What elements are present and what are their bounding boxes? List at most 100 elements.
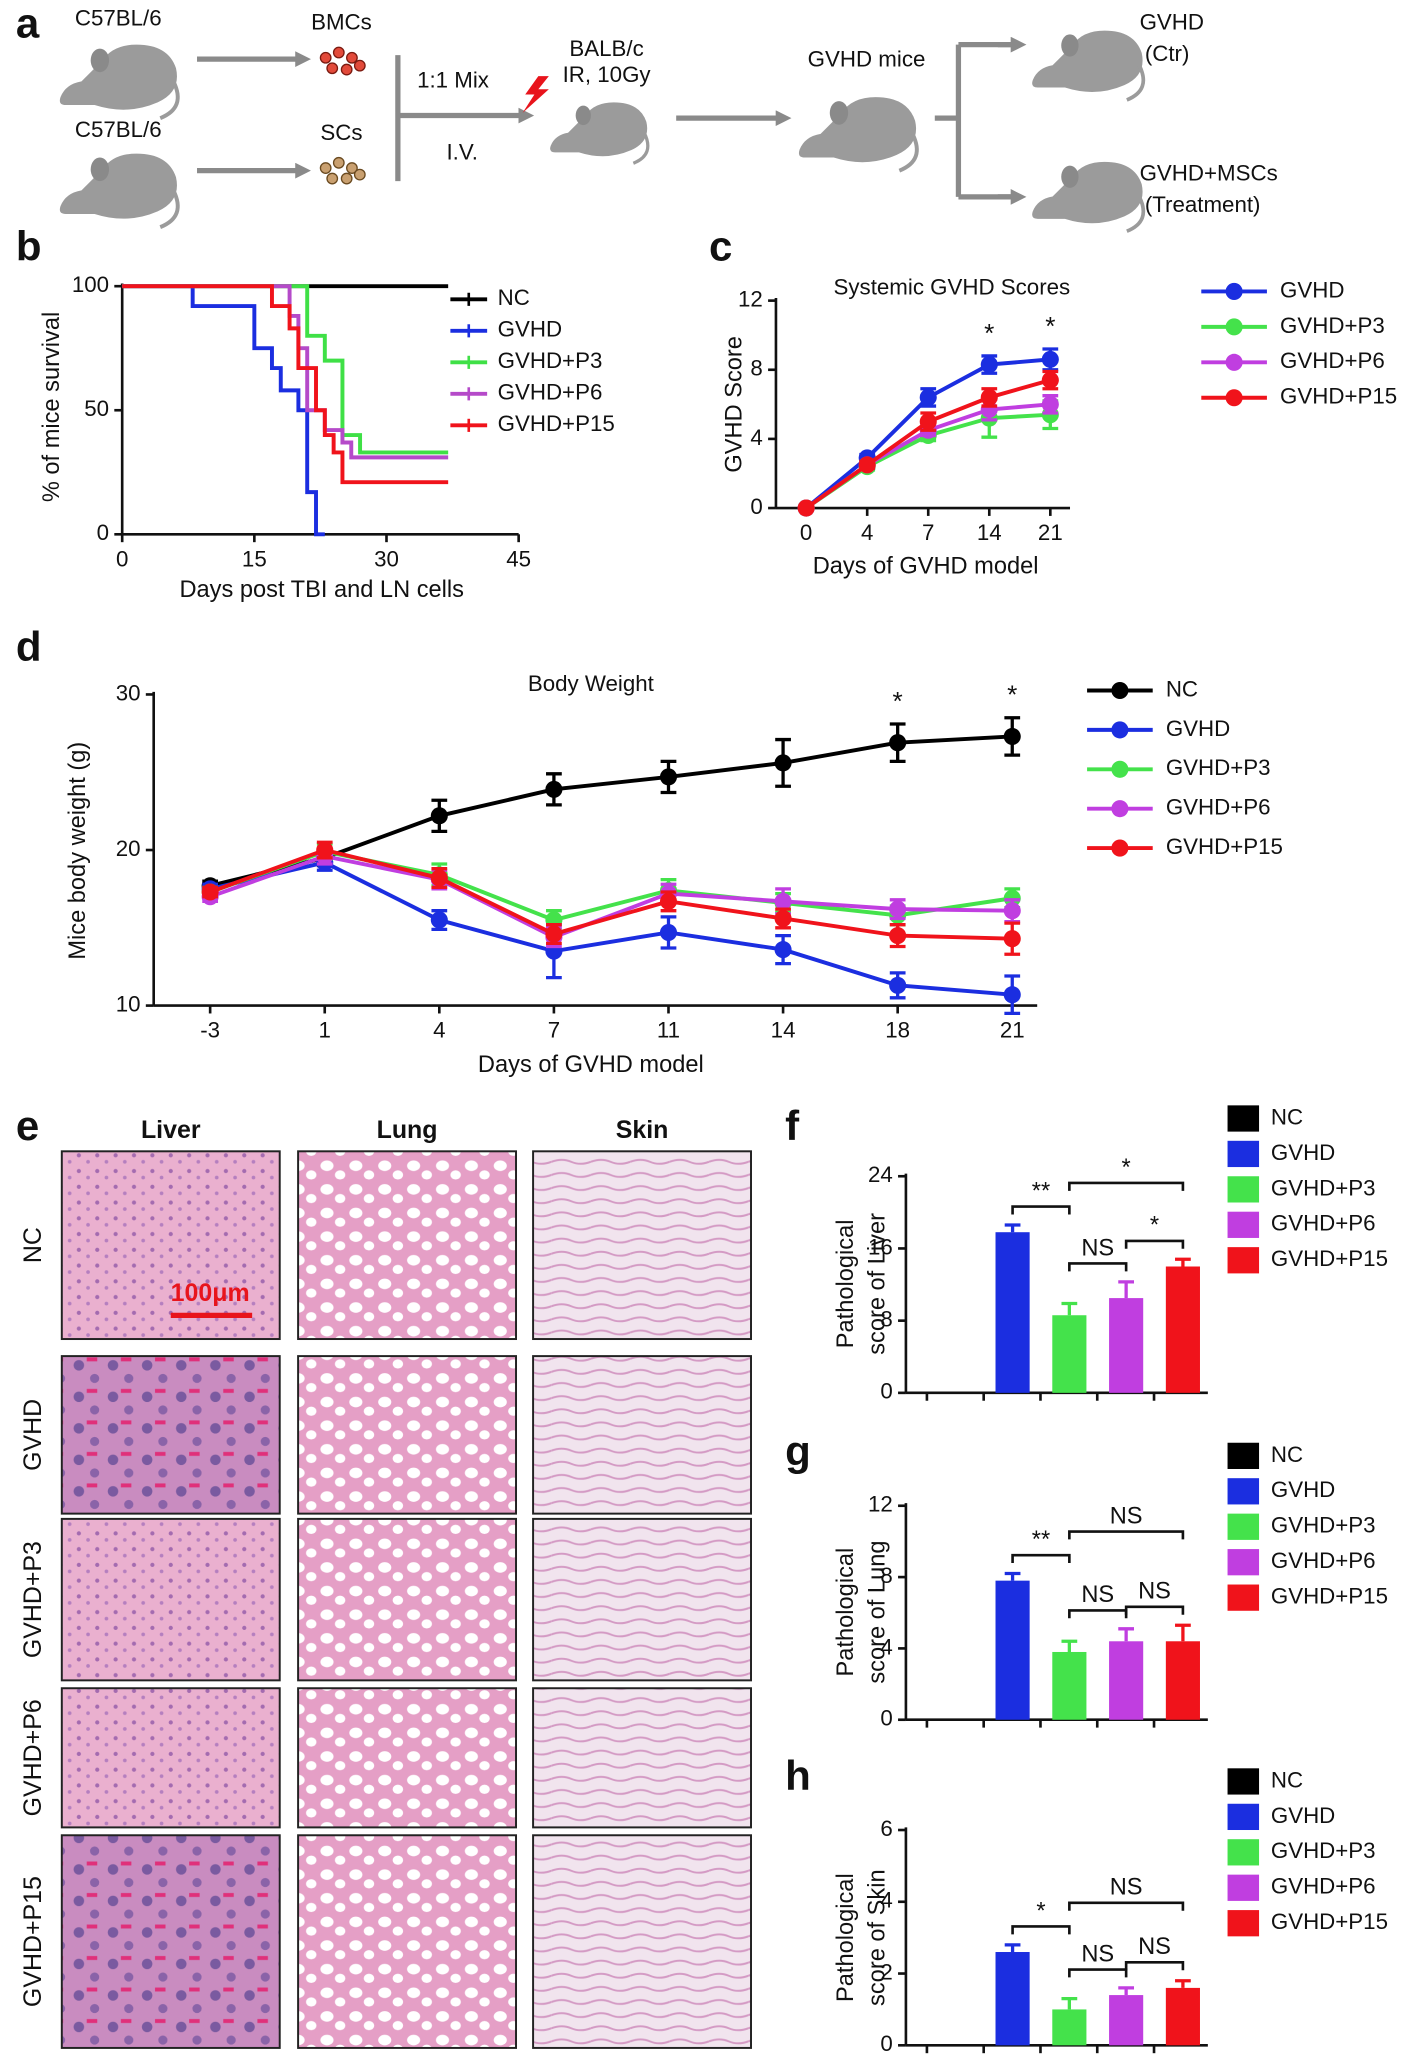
legend-label: GVHD+P15 [1166, 834, 1283, 859]
cells [319, 46, 366, 185]
label: (Treatment) [1145, 192, 1261, 217]
histology-image [297, 1355, 518, 1515]
histology-image [60, 1687, 281, 1829]
legend-swatch [1227, 1247, 1260, 1274]
y-tick-label: 12 [738, 287, 763, 312]
legend-swatch [1227, 1140, 1260, 1168]
legend-label: GVHD [1271, 1803, 1335, 1828]
data-point [659, 768, 678, 786]
x-tick-label: -3 [200, 1018, 220, 1043]
data-point [316, 841, 334, 859]
label: C57BL/6 [75, 117, 162, 142]
y-tick-label: 100 [72, 272, 109, 297]
panel-label: f [785, 1102, 800, 1149]
legend-label: GVHD+P3 [1166, 755, 1271, 780]
legend-label: GVHD+P3 [1271, 1175, 1376, 1200]
legend-swatch [1227, 1768, 1260, 1795]
error-bar [1004, 1571, 1021, 1581]
legend-swatch [1227, 1176, 1260, 1203]
legend-label: GVHD+P6 [1271, 1874, 1376, 1899]
label: GVHD+MSCs [1140, 160, 1278, 185]
error-bar [1175, 1623, 1191, 1642]
legend-label: GVHD [498, 317, 562, 342]
annotation: * [1045, 311, 1055, 341]
y-tick-label: 6 [880, 1816, 892, 1841]
label: C57BL/6 [75, 6, 162, 31]
significance-bracket [1011, 1553, 1071, 1564]
x-axis-label: Days of GVHD model [813, 553, 1039, 579]
series-line [209, 734, 1013, 888]
data-point [858, 456, 876, 474]
legend-label: GVHD+P15 [1271, 1909, 1388, 1934]
legend-swatch [1227, 1211, 1260, 1238]
legend-marker [1225, 389, 1243, 407]
y-tick-label: 0 [880, 1379, 892, 1404]
data-point [545, 925, 563, 943]
significance-label: NS [1081, 1941, 1114, 1967]
legend-marker [1225, 353, 1243, 371]
x-axis-label: Days post TBI and LN cells [179, 577, 464, 603]
data-point [545, 780, 563, 798]
chart: g Pathological score of Lung 0 4 8 12 NC GVHD GVH… [785, 1428, 1388, 1731]
significance-bracket [1011, 1925, 1071, 1935]
panel-label: c [709, 223, 732, 270]
legend-swatch [1227, 1513, 1260, 1540]
label: (Ctr) [1145, 41, 1190, 66]
panel-label: d [16, 623, 42, 670]
histology-image [297, 1150, 518, 1341]
error-bar [1061, 1301, 1078, 1316]
y-axis-label: score of Skin [865, 1869, 891, 2006]
scale-bar-label: 100μm [171, 1279, 250, 1307]
significance-bracket [1124, 1961, 1185, 1971]
chart-title: Body Weight [528, 671, 655, 696]
data-point [889, 976, 907, 994]
y-tick-label: 8 [880, 1563, 892, 1588]
data-point [980, 356, 998, 374]
legend-swatch [1227, 1105, 1260, 1132]
legend-marker [1111, 839, 1129, 857]
label: GVHD [1140, 10, 1204, 35]
x-tick-label: 0 [116, 546, 128, 571]
legend-label: GVHD+P15 [498, 411, 615, 436]
data-point [797, 499, 815, 517]
legend-marker [1111, 800, 1129, 818]
legend-label: GVHD [1280, 277, 1344, 302]
data-point [430, 911, 448, 929]
bar [1109, 1641, 1144, 1720]
error-bar [1118, 1986, 1135, 1996]
y-tick-label: 8 [880, 1307, 892, 1332]
series-line [209, 854, 1013, 940]
x-tick-label: 7 [548, 1018, 560, 1043]
panel-label: a [16, 0, 40, 46]
legend-label: GVHD+P6 [498, 380, 603, 405]
arrow [395, 55, 528, 182]
data-point [430, 869, 448, 887]
legend-swatch [1227, 1549, 1260, 1576]
y-axis-label: score of Lung [865, 1541, 891, 1684]
histology-image [60, 1150, 281, 1341]
significance-label: * [1036, 1898, 1045, 1924]
error-bar [1118, 1280, 1135, 1299]
survival-curve [122, 284, 449, 455]
significance-label: NS [1081, 1582, 1114, 1608]
error-bar [1004, 1223, 1021, 1233]
bar [1165, 1987, 1200, 2046]
significance-label: ** [1032, 1527, 1050, 1553]
series-line [209, 847, 1013, 941]
legend-label: GVHD+P3 [1280, 313, 1385, 338]
column-label: Skin [616, 1116, 669, 1144]
chart-title: Systemic GVHD Scores [834, 275, 1071, 300]
x-tick-label: 11 [657, 1018, 680, 1043]
legend-label: GVHD+P6 [1280, 348, 1385, 373]
y-tick-label: 4 [880, 1888, 892, 1913]
mouse-icon [796, 95, 919, 173]
data-point [1003, 902, 1021, 920]
x-tick-label: 14 [977, 520, 1002, 545]
legend-swatch [1227, 1874, 1260, 1901]
annotation: * [1007, 680, 1017, 710]
x-tick-label: 18 [885, 1018, 910, 1043]
column-label: Liver [141, 1116, 201, 1144]
mouse-icon [1030, 159, 1146, 234]
mouse-icon [57, 151, 180, 230]
legend-label: GVHD [1271, 1140, 1335, 1165]
